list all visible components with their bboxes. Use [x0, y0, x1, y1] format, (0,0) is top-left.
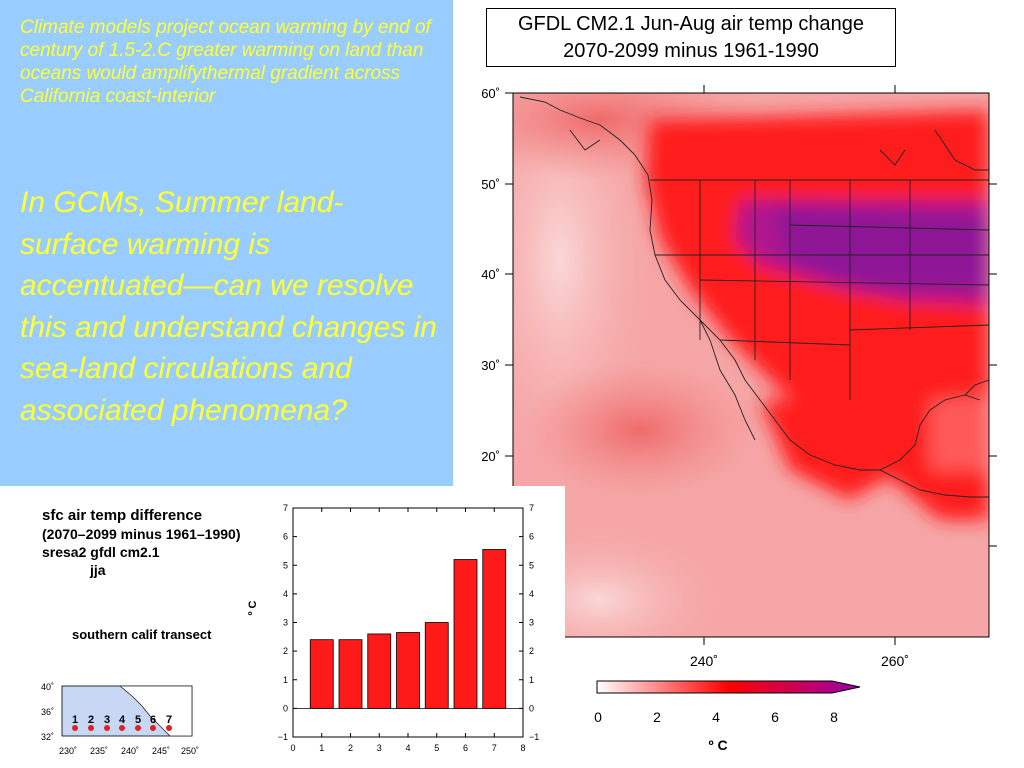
transect-label: southern calif transect [72, 627, 212, 642]
map-title-line2: 2070-2099 minus 1961-1990 [563, 40, 819, 62]
colorbar-tick: 6 [771, 709, 779, 725]
lon-label: 260˚ [881, 653, 909, 669]
colorbar-ramp [596, 680, 861, 694]
inset-transect-point [72, 725, 78, 731]
chart-bar [338, 639, 363, 709]
inset-transect-point [166, 725, 172, 731]
chart-xtick-label: 0 [290, 743, 295, 753]
inset-lon-label: 245˚ [152, 746, 170, 756]
chart-ylabel: º C [247, 600, 259, 615]
chart-bar [424, 622, 449, 709]
chart-ytick-label-right: 5 [529, 560, 534, 570]
colorbar-unit: º C [708, 737, 727, 753]
chart-ytick-label: 4 [283, 589, 288, 599]
chart-ytick-label: 7 [283, 503, 288, 513]
inset-lon-label: 250˚ [181, 746, 199, 756]
latitude-labels: 60˚ 50˚ 40˚ 30˚ 20˚ [481, 86, 500, 464]
inset-point-label: 5 [135, 714, 141, 726]
inset-point-label: 7 [166, 714, 172, 726]
inset-lon-label: 240˚ [121, 746, 139, 756]
main-question-text: In GCMs, Summer land-surface warming is … [20, 186, 437, 427]
chart-ytick-label-right: 1 [529, 675, 534, 685]
chart-bar [309, 639, 334, 709]
chart-bars [309, 549, 507, 709]
lat-label: 50˚ [481, 177, 500, 192]
map-title-line1: GFDL CM2.1 Jun-Aug air temp change [517, 13, 865, 35]
chart-xtick-label: 3 [377, 743, 382, 753]
chart-info-block: sfc air temp difference (2070–2099 minus… [42, 507, 240, 579]
chart-tick-labels: −1 −10 01 12 23 34 45 56 67 70 1 2 3 4 5 6 7 8 [278, 503, 540, 753]
chart-bar [482, 549, 507, 709]
chart-ytick-label-right: 0 [529, 703, 534, 713]
text-panel: Climate models project ocean warming by … [0, 0, 453, 486]
chart-xtick-label: 5 [434, 743, 439, 753]
chart-ytick-label: −1 [278, 732, 288, 742]
longitude-labels: 240˚ 260˚ [690, 653, 909, 669]
inset-point-label: 6 [150, 714, 156, 726]
map-title: GFDL CM2.1 Jun-Aug air temp change 2070-… [486, 8, 896, 67]
chart-ytick-label: 1 [283, 675, 288, 685]
chart-ytick-label: 5 [283, 560, 288, 570]
chart-ytick-label-right: −1 [529, 732, 539, 742]
info-line4: jja [90, 562, 106, 578]
inset-lon-label: 230˚ [59, 746, 77, 756]
chart-bar [396, 632, 420, 709]
chart-ytick-label-right: 6 [529, 532, 534, 542]
info-line1: sfc air temp difference [42, 507, 203, 524]
lat-label: 20˚ [481, 449, 500, 464]
inset-land [118, 685, 193, 737]
inset-transect-point [150, 725, 156, 731]
colorbar-tick: 2 [653, 709, 661, 725]
inset-point-label: 4 [119, 714, 126, 726]
inset-lat-label: 40˚ [41, 682, 54, 692]
chart-ytick-label: 3 [283, 618, 288, 628]
inset-transect-point [88, 725, 94, 731]
chart-ytick-label: 2 [283, 646, 288, 656]
inset-lat-label: 32˚ [41, 732, 54, 742]
inset-point-label: 1 [72, 714, 78, 726]
chart-xtick-label: 4 [405, 743, 410, 753]
inset-lon-label: 235˚ [90, 746, 108, 756]
chart-ytick-label: 6 [283, 532, 288, 542]
inset-point-label: 3 [104, 714, 110, 726]
inset-transect-point [104, 725, 110, 731]
chart-xtick-label: 7 [492, 743, 497, 753]
lat-label: 30˚ [481, 358, 500, 373]
chart-xtick-label: 6 [463, 743, 468, 753]
info-line3: sresa2 gfdl cm2.1 [42, 544, 160, 560]
chart-ytick-label-right: 2 [529, 646, 534, 656]
inset-transect-point [119, 725, 125, 731]
chart-bar [453, 559, 478, 709]
lat-label: 40˚ [481, 267, 500, 282]
chart-ytick-label-right: 7 [529, 503, 534, 513]
colorbar: 0 2 4 6 8 º C [594, 680, 861, 753]
colorbar-tick: 0 [594, 709, 602, 725]
chart-bar [367, 633, 392, 709]
chart-ytick-label-right: 4 [529, 589, 534, 599]
chart-xtick-label: 1 [319, 743, 324, 753]
chart-ytick-label-right: 3 [529, 618, 534, 628]
inset-lat-label: 36˚ [41, 707, 54, 717]
inset-transect-point [135, 725, 141, 731]
colorbar-tick: 4 [712, 709, 720, 725]
chart-xtick-label: 2 [348, 743, 353, 753]
info-line2: (2070–2099 minus 1961–1990) [42, 526, 241, 542]
intro-text: Climate models project ocean warming by … [20, 17, 431, 107]
colorbar-tick: 8 [830, 709, 838, 725]
lat-label: 60˚ [481, 86, 500, 101]
inset-point-label: 2 [88, 714, 94, 726]
lon-label: 240˚ [690, 653, 718, 669]
chart-xtick-label: 8 [520, 743, 525, 753]
map-field [513, 93, 989, 637]
coastlines [519, 96, 989, 498]
chart-ytick-label: 0 [283, 703, 288, 713]
